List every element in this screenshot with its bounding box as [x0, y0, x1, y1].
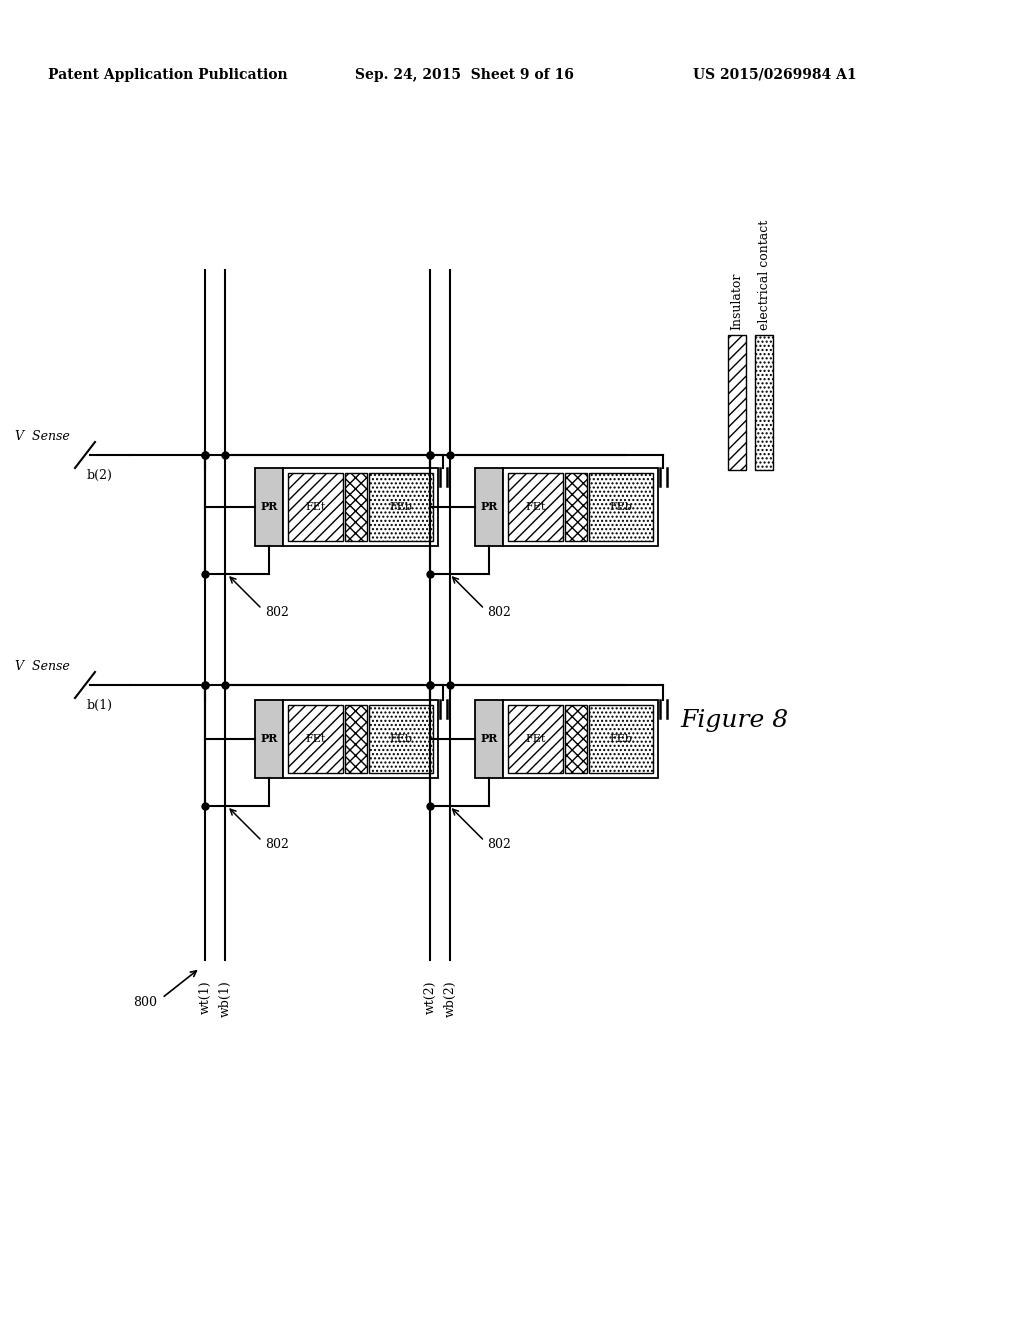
Bar [755, 335, 773, 470]
Text: b(2): b(2) [87, 469, 113, 482]
Text: FEb: FEb [609, 502, 633, 512]
Text: FEt: FEt [305, 734, 326, 744]
Text: FEt: FEt [525, 502, 546, 512]
Text: PR: PR [260, 502, 278, 512]
Text: Sep. 24, 2015  Sheet 9 of 16: Sep. 24, 2015 Sheet 9 of 16 [355, 69, 573, 82]
Text: Insulator: Insulator [730, 273, 743, 330]
Text: wt(2): wt(2) [424, 979, 436, 1014]
Text: wb(2): wb(2) [443, 979, 457, 1016]
Text: V  Sense: V Sense [15, 660, 70, 673]
Text: FEt: FEt [525, 734, 546, 744]
Bar [565, 705, 587, 774]
Text: FEt: FEt [305, 502, 326, 512]
Text: 802: 802 [487, 606, 511, 619]
Text: PR: PR [480, 502, 498, 512]
Text: PR: PR [480, 734, 498, 744]
Text: V  Sense: V Sense [15, 430, 70, 444]
Text: FEb: FEb [389, 502, 413, 512]
Text: Patent Application Publication: Patent Application Publication [48, 69, 288, 82]
Bar [345, 705, 367, 774]
Bar [255, 469, 283, 546]
Bar [283, 469, 438, 546]
Text: US 2015/0269984 A1: US 2015/0269984 A1 [693, 69, 857, 82]
Text: PR: PR [260, 734, 278, 744]
Bar [369, 473, 433, 541]
Text: wt(1): wt(1) [199, 979, 212, 1014]
Bar [255, 700, 283, 777]
Text: 802: 802 [487, 837, 511, 850]
Bar [589, 473, 653, 541]
Text: FEb: FEb [609, 734, 633, 744]
Text: electrical contact: electrical contact [758, 219, 770, 330]
Bar [508, 705, 563, 774]
Bar [369, 705, 433, 774]
Text: b(1): b(1) [87, 698, 113, 711]
Bar [589, 705, 653, 774]
Text: wb(1): wb(1) [218, 979, 231, 1016]
Bar [288, 473, 343, 541]
Text: 800: 800 [133, 997, 157, 1010]
Text: FEb: FEb [389, 734, 413, 744]
Text: 802: 802 [265, 837, 289, 850]
Bar [728, 335, 746, 470]
Text: Figure 8: Figure 8 [680, 709, 788, 731]
Bar [475, 700, 503, 777]
Bar [475, 469, 503, 546]
Bar [283, 700, 438, 777]
Bar [565, 473, 587, 541]
Bar [508, 473, 563, 541]
Bar [503, 700, 658, 777]
Text: 802: 802 [265, 606, 289, 619]
Bar [503, 469, 658, 546]
Bar [288, 705, 343, 774]
Bar [345, 473, 367, 541]
